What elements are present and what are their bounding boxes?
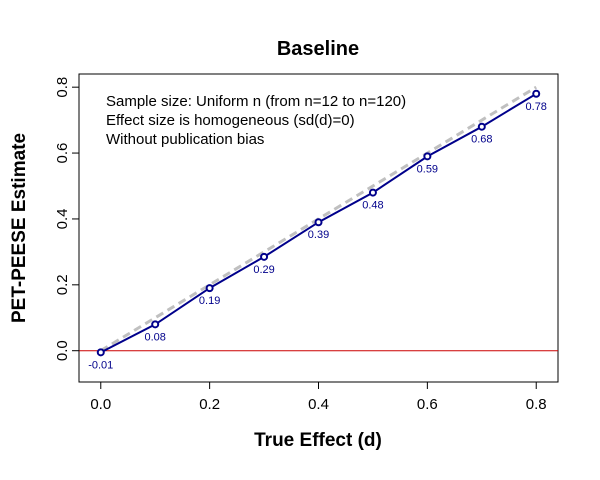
y-tick-label: 0.4: [54, 209, 71, 230]
data-label: 0.39: [308, 229, 329, 241]
data-point: [477, 122, 486, 131]
x-tick-label: 0.8: [526, 396, 547, 413]
y-tick-label: 0.6: [54, 143, 71, 164]
x-axis: 0.0 0.2 0.4 0.6 0.8: [90, 381, 547, 413]
y-axis-title: PET-PEESE Estimate: [9, 133, 30, 323]
data-point: [423, 152, 432, 161]
data-label: 0.29: [253, 264, 274, 276]
annotation-line: Effect size is homogeneous (sd(d)=0): [106, 112, 355, 129]
data-point: [314, 218, 323, 227]
y-tick-label: 0.2: [54, 274, 71, 295]
x-tick-label: 0.4: [308, 396, 329, 413]
data-point: [96, 348, 105, 357]
x-tick-label: 0.2: [199, 396, 220, 413]
series-group: -0.01 0.08 0.19 0.29 0.39 0.48 0.59 0.68 0.78: [88, 89, 547, 371]
y-tick-label: 0.0: [54, 340, 71, 361]
data-label: 0.78: [526, 101, 547, 113]
data-label: 0.68: [471, 134, 492, 146]
data-point: [532, 89, 541, 98]
x-axis-title: True Effect (d): [254, 430, 382, 451]
x-tick-label: 0.0: [90, 396, 111, 413]
annotation-line: Without publication bias: [106, 131, 264, 148]
data-point: [368, 188, 377, 197]
data-label: 0.19: [199, 295, 220, 307]
data-label: 0.08: [144, 331, 165, 343]
data-point: [260, 252, 269, 261]
y-tick-label: 0.8: [54, 77, 71, 98]
annotation-group: Sample size: Uniform n (from n=12 to n=1…: [106, 93, 406, 148]
data-label: 0.48: [362, 200, 383, 212]
data-label: -0.01: [88, 359, 113, 371]
annotation-line: Sample size: Uniform n (from n=12 to n=1…: [106, 93, 406, 110]
x-tick-label: 0.6: [417, 396, 438, 413]
y-axis: 0.0 0.2 0.4 0.6 0.8: [54, 77, 80, 361]
chart-title: Baseline: [277, 38, 359, 60]
data-point: [205, 284, 214, 293]
data-label: 0.59: [417, 163, 438, 175]
data-point: [151, 320, 160, 329]
